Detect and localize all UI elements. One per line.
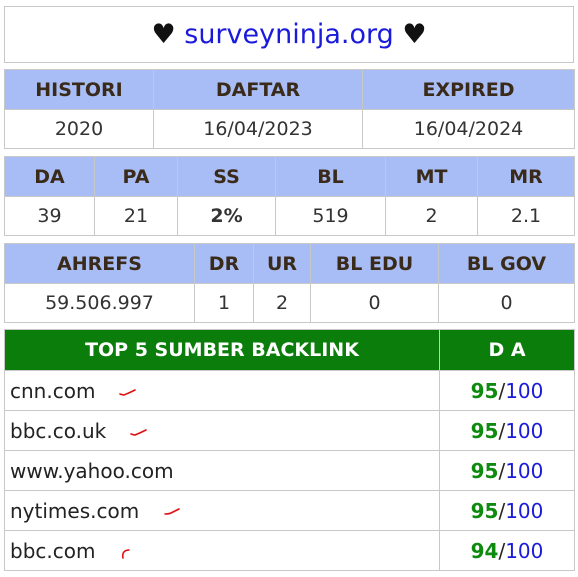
- header-top-backlinks: TOP 5 SUMBER BACKLINK: [4, 329, 440, 371]
- value-bl-edu: 0: [310, 283, 439, 323]
- header-mt: MT: [385, 156, 478, 197]
- value-pa: 21: [94, 196, 178, 236]
- value-bl: 519: [275, 196, 386, 236]
- site-title-box: ♥ surveyninja.org ♥: [4, 6, 574, 63]
- value-ss: 2%: [177, 196, 276, 236]
- value-da: 39: [4, 196, 95, 236]
- ahrefs-table: AHREFS DR UR BL EDU BL GOV 59.506.997 1 …: [4, 243, 575, 323]
- header-ahrefs: AHREFS: [4, 243, 195, 284]
- table-row: bbc.co.uk 95/100: [4, 410, 575, 451]
- value-histori: 2020: [4, 109, 154, 149]
- header-bl-gov: BL GOV: [438, 243, 575, 284]
- header-pa: PA: [94, 156, 178, 197]
- value-dr: 1: [194, 283, 254, 323]
- metrics-table: DA PA SS BL MT MR 39 21 2% 519 2 2.1: [4, 156, 575, 236]
- header-bl-edu: BL EDU: [310, 243, 439, 284]
- backlink-da: 94/100: [439, 530, 575, 571]
- table-row: nytimes.com 95/100: [4, 490, 575, 531]
- value-ahrefs: 59.506.997: [4, 283, 195, 323]
- backlink-da: 95/100: [439, 450, 575, 491]
- table-row: www.yahoo.com 95/100: [4, 450, 575, 491]
- backlink-sources-table: TOP 5 SUMBER BACKLINK D A cnn.com 95/100…: [4, 329, 575, 571]
- backlink-domain[interactable]: bbc.com: [10, 538, 96, 563]
- red-check-mark-icon: [118, 389, 136, 396]
- backlink-da: 95/100: [439, 370, 575, 411]
- backlink-domain[interactable]: www.yahoo.com: [10, 458, 174, 483]
- header-backlink-da: D A: [439, 329, 575, 371]
- red-check-mark-icon: [121, 549, 130, 559]
- header-ss: SS: [177, 156, 276, 197]
- header-bl: BL: [275, 156, 386, 197]
- heart-right-icon: ♥: [402, 19, 427, 50]
- site-domain-link[interactable]: surveyninja.org: [184, 19, 394, 50]
- header-dr: DR: [194, 243, 254, 284]
- backlink-domain[interactable]: bbc.co.uk: [10, 418, 107, 443]
- table-row: cnn.com 95/100: [4, 370, 575, 411]
- header-da: DA: [4, 156, 95, 197]
- header-daftar: DAFTAR: [153, 69, 363, 110]
- backlink-domain[interactable]: nytimes.com: [10, 498, 140, 523]
- value-mt: 2: [385, 196, 478, 236]
- table-row: bbc.com 94/100: [4, 530, 575, 571]
- red-check-mark-icon: [163, 508, 180, 515]
- heart-left-icon: ♥: [151, 19, 176, 50]
- red-check-mark-icon: [129, 429, 147, 436]
- header-expired: EXPIRED: [362, 69, 575, 110]
- value-daftar: 16/04/2023: [153, 109, 363, 149]
- value-expired: 16/04/2024: [362, 109, 575, 149]
- header-ur: UR: [253, 243, 311, 284]
- value-mr: 2.1: [477, 196, 575, 236]
- value-bl-gov: 0: [438, 283, 575, 323]
- header-mr: MR: [477, 156, 575, 197]
- backlink-domain[interactable]: cnn.com: [10, 378, 96, 403]
- backlink-da: 95/100: [439, 490, 575, 531]
- backlink-da: 95/100: [439, 410, 575, 451]
- header-histori: HISTORI: [4, 69, 154, 110]
- domain-history-table: HISTORI DAFTAR EXPIRED 2020 16/04/2023 1…: [4, 69, 575, 149]
- value-ur: 2: [253, 283, 311, 323]
- site-title: ♥ surveyninja.org ♥: [4, 6, 574, 63]
